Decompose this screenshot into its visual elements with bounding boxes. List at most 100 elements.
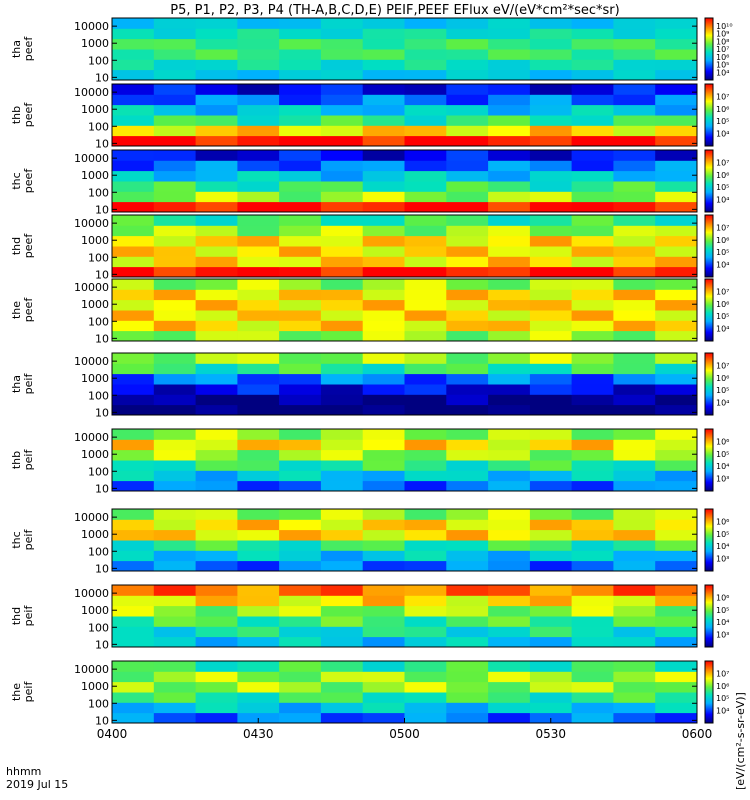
heatmap-cell [237,692,280,703]
heatmap-cell [529,104,573,116]
heatmap-cell [613,320,656,332]
heatmap-cell [279,246,322,257]
heatmap-cell [112,299,155,311]
heatmap-cell [237,289,280,301]
y-tick-label: 10000 [74,355,109,368]
heatmap-cell [446,135,489,147]
heatmap-cell [279,256,322,268]
heatmap-cell [237,330,280,342]
heatmap-cell [404,605,447,617]
panel-frame [111,508,698,572]
heatmap-cell [655,363,698,375]
heatmap-cell [279,480,322,492]
heatmap-cell [112,712,155,724]
colorbar-tick-label: 10⁴ [716,130,729,139]
heatmap-cell [529,279,573,290]
heatmap-cell [655,595,698,607]
heatmap-cell [613,160,656,172]
heatmap-cell [153,712,197,724]
heatmap-cell [404,550,447,562]
heatmap-cell [362,529,405,541]
heatmap-cell [237,104,280,116]
heatmap-cell [613,529,656,541]
heatmap-cell [571,470,614,482]
heatmap-cell [237,449,280,461]
panel-ylabel: peef [22,36,35,62]
heatmap-cell [320,125,364,137]
heatmap-cell [655,135,698,147]
heatmap-cell [279,692,322,703]
heatmap-cell [320,480,364,492]
heatmap-cell [279,330,322,342]
heatmap-cell [613,246,656,257]
heatmap-cell [613,225,656,237]
heatmap-cell [488,616,531,627]
heatmap-cell [362,560,405,572]
heatmap-cell [613,266,656,278]
heatmap-cell [446,125,489,137]
panel-thb_peef: 10 100 1000 10000 thb peef 10⁴ 10⁵ 10⁶ 10⁷ [10,83,729,150]
heatmap-cell [195,605,238,617]
heatmap-cell [237,681,280,693]
heatmap-cell [529,702,573,714]
heatmap-cell [571,616,614,627]
heatmap-cell [320,470,364,482]
colorbar-tick-label: 10⁶ [716,300,729,309]
colorbar [704,352,714,416]
y-tick-label: 10 [95,71,109,84]
heatmap-cell [571,439,614,451]
heatmap-cell [320,595,364,607]
heatmap-cell [571,585,614,596]
heatmap-cell [529,363,573,375]
heatmap-cell [613,59,656,71]
colorbar-tick-label: 10⁶ [716,437,729,446]
heatmap-cell [446,94,489,106]
heatmap-cell [404,299,447,311]
heatmap-cell [279,69,322,81]
heatmap-cell [279,289,322,301]
heatmap-cell [488,661,531,672]
heatmap-cell [613,353,656,364]
heatmap-cell [112,585,155,596]
heatmap-cell [237,519,280,531]
heatmap-cell [279,215,322,226]
heatmap-cell [279,449,322,461]
heatmap-cell [446,702,489,714]
heatmap-cell [153,191,197,203]
heatmap-cell [237,246,280,257]
heatmap-cell [237,225,280,237]
panel-ylabel: peif [22,681,35,703]
heatmap-cell [237,170,280,182]
heatmap-cell [529,470,573,482]
panel-ylabel: the [10,683,23,701]
panel-thb_peif: 10 100 1000 10000 thb peif 10³ 10⁴ 10⁵ 10⁶ [10,428,729,495]
heatmap-cell [446,460,489,471]
colorbar [704,214,714,278]
colorbar [704,83,714,147]
heatmap-cell [571,160,614,172]
heatmap-cell [279,299,322,311]
heatmap-cell [112,404,155,416]
heatmap-cell [279,225,322,237]
heatmap-cell [571,519,614,531]
heatmap-cell [237,394,280,406]
colorbar-tick-label: 10⁵ [716,117,729,126]
colorbar-tick-label: 10⁶ [716,593,729,602]
heatmap-cell [320,429,364,440]
heatmap-cell [112,702,155,714]
colorbar-tick-label: 10⁷ [716,223,729,232]
heatmap-cell [112,181,155,192]
heatmap-cell [571,394,614,406]
heatmap-cell [655,449,698,461]
heatmap-cell [488,560,531,572]
heatmap-cell [195,170,238,182]
heatmap-cell [488,49,531,60]
heatmap-cell [112,28,155,40]
y-tick-label: 10 [95,137,109,150]
heatmap-cell [195,373,238,385]
heatmap-cell [153,215,197,226]
heatmap-cell [237,480,280,492]
heatmap-cell [571,310,614,321]
heatmap-cell [153,150,197,161]
heatmap-cell [613,104,656,116]
